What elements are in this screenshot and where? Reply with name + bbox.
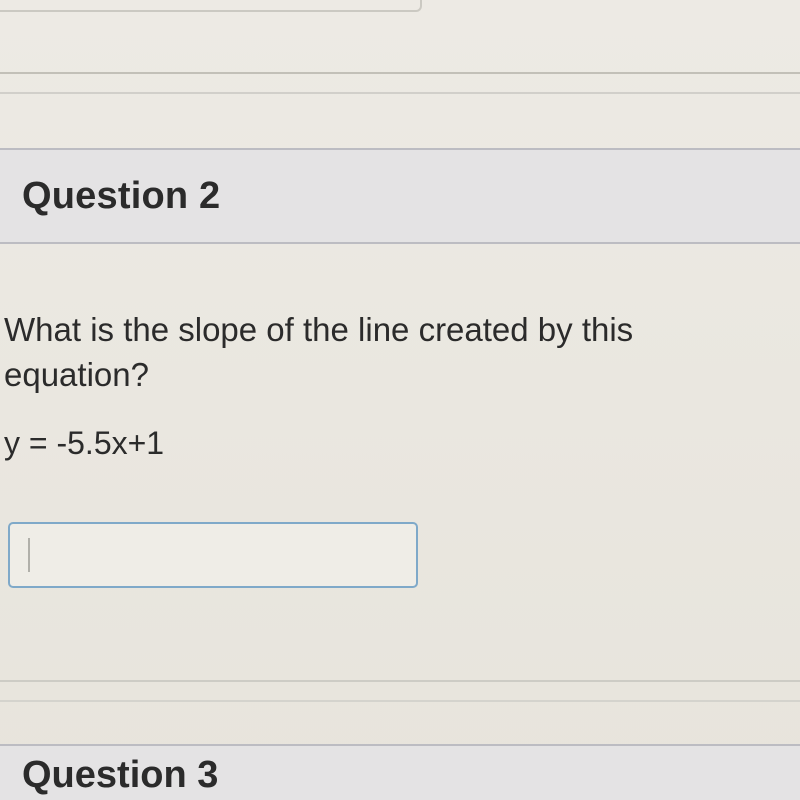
question-2-heading: Question 2	[22, 175, 220, 218]
text-caret-icon	[28, 538, 30, 572]
truncated-box-fragment	[0, 0, 422, 12]
question-2-equation: y = -5.5x+1	[4, 425, 786, 462]
question-3-header: Question 3	[0, 744, 800, 800]
answer-input[interactable]	[30, 539, 398, 572]
quiz-page: Question 2 What is the slope of the line…	[0, 0, 800, 800]
horizontal-rule	[0, 92, 800, 94]
horizontal-rule	[0, 680, 800, 682]
answer-input-wrapper[interactable]	[8, 522, 418, 588]
horizontal-rule	[0, 72, 800, 74]
question-2-header: Question 2	[0, 148, 800, 244]
question-2-prompt: What is the slope of the line created by…	[4, 308, 786, 397]
question-2-body: What is the slope of the line created by…	[0, 308, 800, 588]
horizontal-rule	[0, 700, 800, 702]
question-3-heading: Question 3	[22, 754, 218, 797]
